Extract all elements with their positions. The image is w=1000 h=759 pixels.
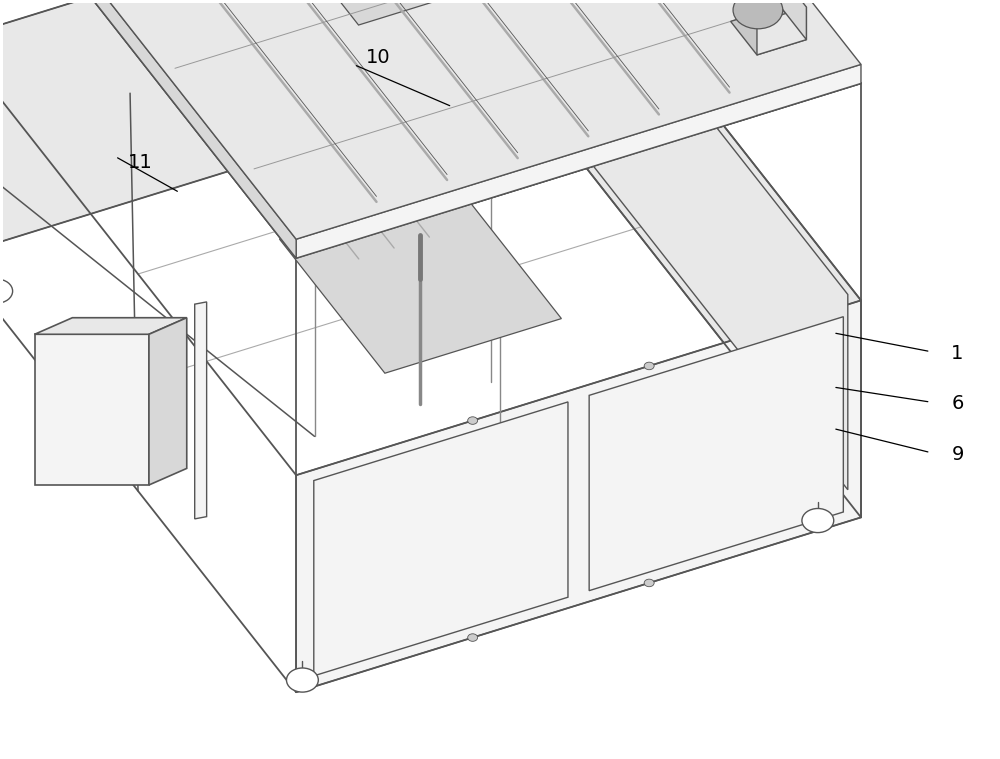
Polygon shape xyxy=(757,7,806,55)
Circle shape xyxy=(733,0,783,29)
Circle shape xyxy=(644,362,654,370)
Polygon shape xyxy=(149,318,187,485)
Circle shape xyxy=(468,634,478,641)
Circle shape xyxy=(286,668,318,692)
Polygon shape xyxy=(195,302,207,519)
Circle shape xyxy=(0,279,13,303)
Polygon shape xyxy=(314,402,568,676)
Circle shape xyxy=(468,417,478,424)
Polygon shape xyxy=(0,0,296,258)
Polygon shape xyxy=(458,97,510,128)
Text: 11: 11 xyxy=(128,153,152,172)
Polygon shape xyxy=(780,0,806,39)
Circle shape xyxy=(644,579,654,587)
Polygon shape xyxy=(279,184,561,373)
Polygon shape xyxy=(589,317,843,591)
Polygon shape xyxy=(306,0,464,25)
Text: 10: 10 xyxy=(366,48,391,67)
Polygon shape xyxy=(35,334,149,485)
Circle shape xyxy=(496,120,528,143)
Polygon shape xyxy=(296,65,861,258)
Polygon shape xyxy=(518,0,861,518)
Text: 6: 6 xyxy=(951,394,964,413)
Polygon shape xyxy=(448,63,469,155)
Circle shape xyxy=(802,509,834,533)
Polygon shape xyxy=(0,0,518,257)
Polygon shape xyxy=(419,90,469,170)
Polygon shape xyxy=(731,6,806,55)
Polygon shape xyxy=(296,301,861,692)
Text: 1: 1 xyxy=(951,344,964,363)
Text: 9: 9 xyxy=(951,446,964,465)
Polygon shape xyxy=(398,128,469,170)
Polygon shape xyxy=(0,0,861,258)
Polygon shape xyxy=(35,318,187,334)
Polygon shape xyxy=(0,0,861,239)
Polygon shape xyxy=(532,0,848,490)
